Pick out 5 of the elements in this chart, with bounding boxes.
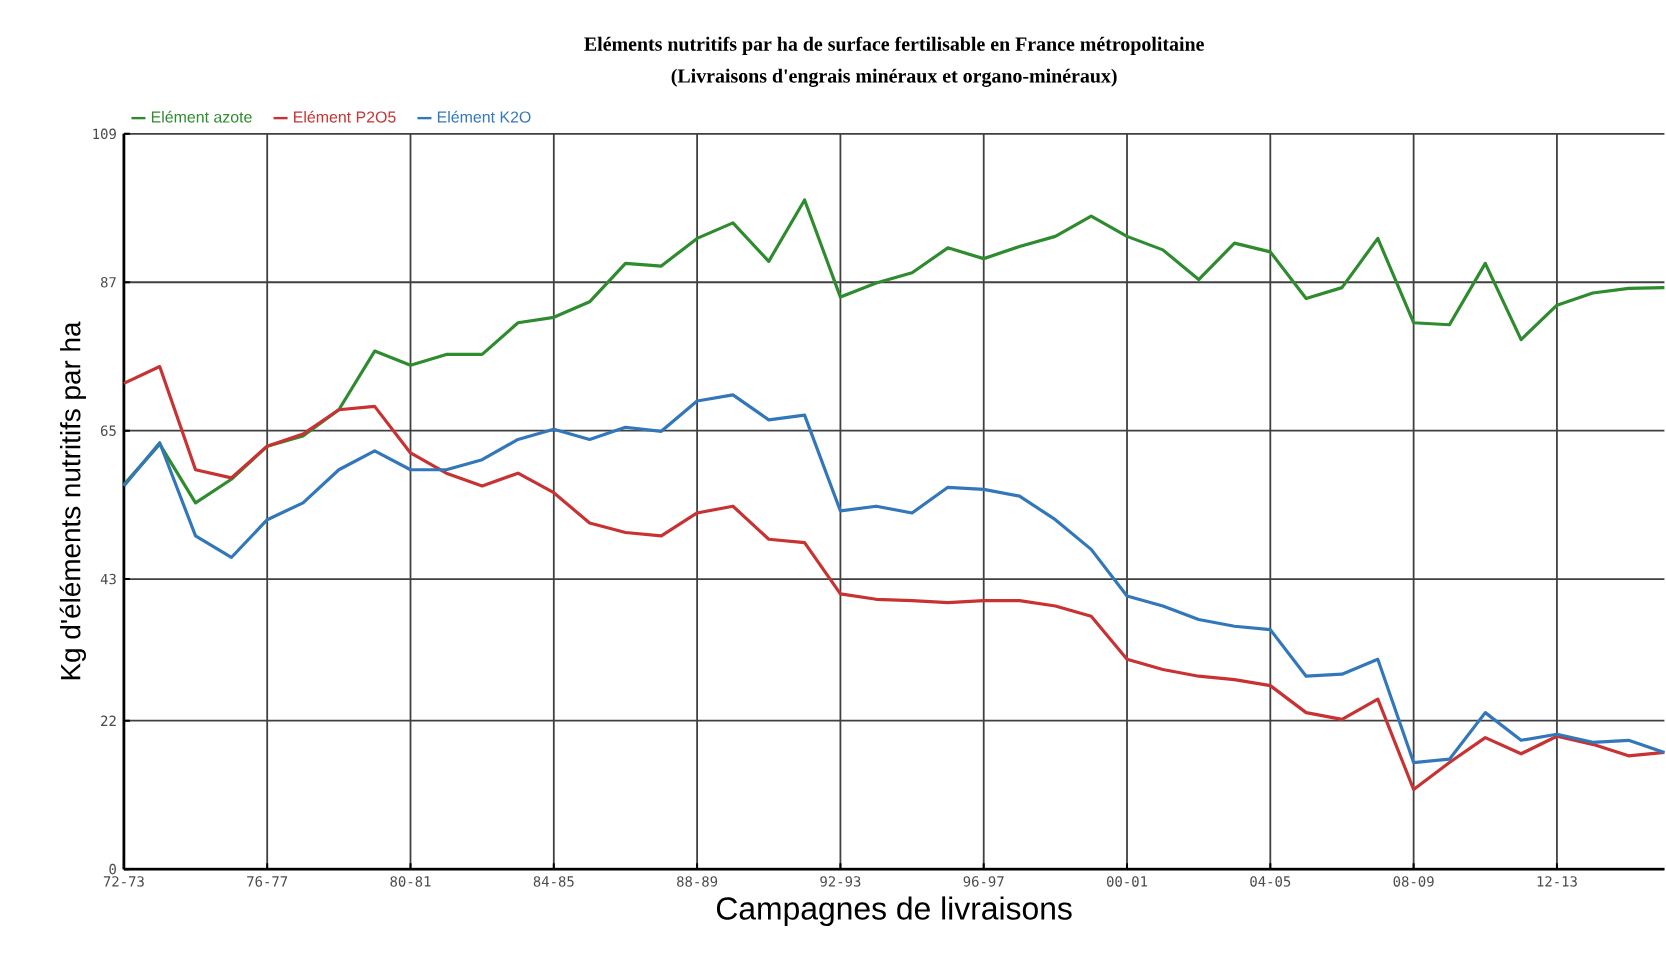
x-axis-title: Campagnes de livraisons xyxy=(716,896,1072,927)
chart-title: Eléments nutritifs par ha de surface fertilisable en France métropolitaine xyxy=(584,37,1204,56)
chart-subtitle: (Livraisons d'engrais minéraux et organo-minéraux) xyxy=(671,69,1117,88)
line-series xyxy=(122,198,1666,505)
y-axis-title: Kg d'éléments nutritifs par ha xyxy=(59,321,87,680)
